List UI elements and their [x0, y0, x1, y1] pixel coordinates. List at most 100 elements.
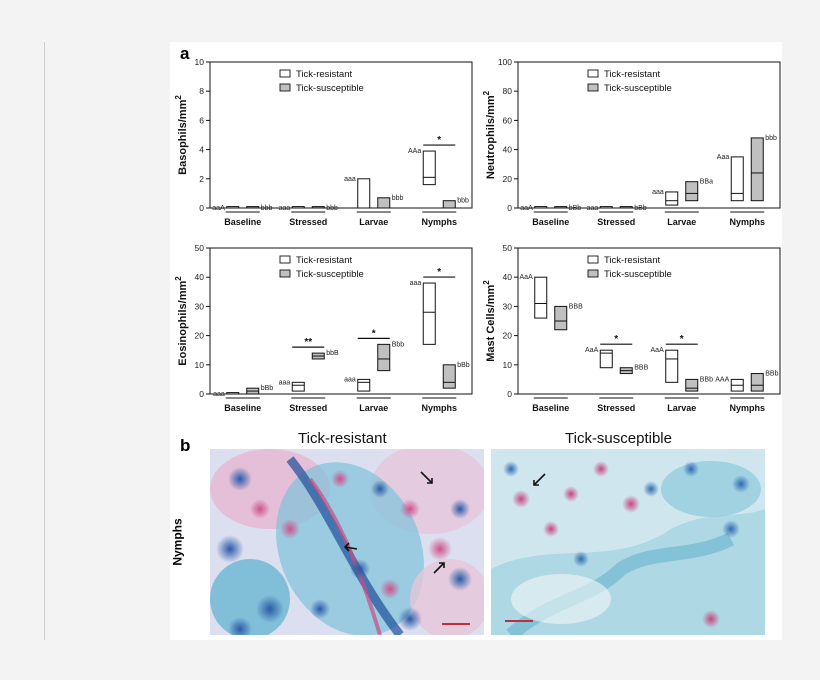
box-annotation: BBB	[569, 303, 583, 310]
box-annotation: aaa	[652, 189, 664, 196]
box-susceptible	[311, 206, 325, 209]
box-annotation: AaA	[651, 347, 665, 354]
legend-label: Tick-resistant	[296, 69, 352, 80]
significance-mark: *	[372, 328, 376, 339]
legend-swatch	[587, 269, 599, 278]
y-tick-label: 80	[503, 86, 513, 96]
x-tick-label: Nymphs	[729, 217, 765, 227]
box-annotation: aaa	[279, 379, 291, 386]
legend-swatch	[587, 69, 599, 78]
y-tick-label: 0	[199, 203, 204, 213]
y-tick-label: 50	[195, 243, 205, 253]
significance-mark: *	[437, 135, 441, 146]
x-tick-label: Baseline	[532, 403, 569, 413]
y-tick-label: 10	[503, 360, 513, 370]
x-tick-label: Larvae	[667, 217, 696, 227]
y-tick-label: 30	[503, 301, 513, 311]
x-tick-label: Stressed	[289, 217, 327, 227]
box-annotation: BBB	[634, 365, 648, 372]
legend-swatch	[279, 69, 291, 78]
box-annotation: AaA	[585, 347, 599, 354]
box-annotation: aaa	[410, 280, 422, 287]
y-tick-label: 30	[195, 301, 205, 311]
box-annotation: aaa	[213, 391, 225, 398]
box-resistant	[357, 378, 371, 392]
box-annotation: BBb	[700, 376, 713, 383]
x-tick-label: Larvae	[359, 217, 388, 227]
chart-panel-2: 0 20 40 60 80 100 Neutrophils/mm2 Tick-resistan…	[482, 57, 781, 227]
x-tick-label: Baseline	[224, 217, 261, 227]
y-tick-label: 2	[199, 174, 204, 184]
box-annotation: AAa	[408, 148, 421, 155]
y-tick-label: 8	[199, 86, 204, 96]
y-axis-label: Basophils/mm2	[174, 95, 189, 175]
x-tick-label: Stressed	[597, 403, 635, 413]
box-annotation: bbb	[765, 135, 777, 142]
y-tick-label: 20	[195, 331, 205, 341]
box-annotation: bbb	[261, 205, 273, 212]
y-tick-label: 40	[503, 272, 513, 282]
box-susceptible	[554, 206, 568, 209]
significance-mark: *	[437, 267, 441, 278]
micrograph-tick-resistant	[210, 449, 484, 635]
panel-b-label: b	[180, 436, 191, 455]
box-susceptible	[442, 200, 456, 209]
box-susceptible	[750, 137, 764, 202]
y-tick-label: 10	[195, 57, 205, 67]
y-tick-label: 100	[498, 57, 512, 67]
plot-frame	[209, 247, 473, 395]
legend-swatch	[279, 269, 291, 278]
legend-label: Tick-susceptible	[604, 269, 672, 280]
box-annotation: bBb	[457, 362, 470, 369]
x-tick-label: Stressed	[289, 403, 327, 413]
box-susceptible	[685, 378, 699, 392]
box-resistant	[730, 156, 744, 202]
tissue-image-resistant	[210, 449, 484, 635]
box-annotation: Bbb	[392, 341, 405, 348]
y-tick-label: 6	[199, 115, 204, 125]
significance-mark: *	[614, 334, 618, 345]
box-annotation: Aaa	[717, 154, 730, 161]
legend-label: Tick-susceptible	[296, 269, 364, 280]
box-annotation: bbb	[392, 195, 404, 202]
y-tick-label: 20	[503, 174, 513, 184]
legend-swatch	[279, 255, 291, 264]
box-susceptible	[554, 305, 568, 331]
box-annotation: AaA	[520, 274, 534, 281]
significance-mark: *	[680, 334, 684, 345]
box-susceptible	[377, 197, 391, 209]
box-resistant	[291, 206, 305, 209]
legend-swatch	[587, 255, 599, 264]
box-annotation: AAA	[715, 376, 729, 383]
x-tick-label: Nymphs	[729, 403, 765, 413]
y-tick-label: 4	[199, 145, 204, 155]
y-tick-label: 40	[195, 272, 205, 282]
box-annotation: BBb	[765, 371, 778, 378]
box-resistant	[599, 206, 613, 209]
plot-frame	[517, 247, 781, 395]
x-tick-label: Larvae	[359, 403, 388, 413]
micrograph-tick-susceptible	[491, 449, 765, 635]
box-susceptible	[442, 364, 456, 389]
legend-label: Tick-resistant	[604, 69, 660, 80]
box-resistant	[534, 206, 548, 209]
micrograph-title-resistant: Tick-resistant	[298, 430, 387, 447]
chart-panel-4: 0 10 20 30 40 50 Mast Cells/mm2 Tick-resistant T…	[482, 243, 781, 413]
box-resistant	[226, 206, 240, 209]
box-susceptible	[750, 373, 764, 392]
box-annotation: aaA	[520, 205, 533, 212]
figure: a 0 2 4 6 8 10 Basophils/mm2 Tick-resistant Tick…	[170, 42, 782, 640]
box-resistant	[599, 349, 613, 369]
chart-panel-3: 0 10 20 30 40 50 Eosinophils/mm2 Tick-resistant…	[174, 243, 473, 413]
left-divider	[44, 42, 45, 640]
legend-label: Tick-susceptible	[604, 83, 672, 94]
micrograph-title-susceptible: Tick-susceptible	[565, 430, 672, 447]
y-tick-label: 0	[507, 203, 512, 213]
box-annotation: bBb	[634, 205, 647, 212]
x-tick-label: Nymphs	[421, 217, 457, 227]
plot-frame	[209, 61, 473, 209]
box-annotation: aaa	[587, 205, 599, 212]
box-annotation: bBb	[569, 205, 582, 212]
tissue-image-susceptible	[491, 449, 765, 635]
y-tick-label: 10	[195, 360, 205, 370]
